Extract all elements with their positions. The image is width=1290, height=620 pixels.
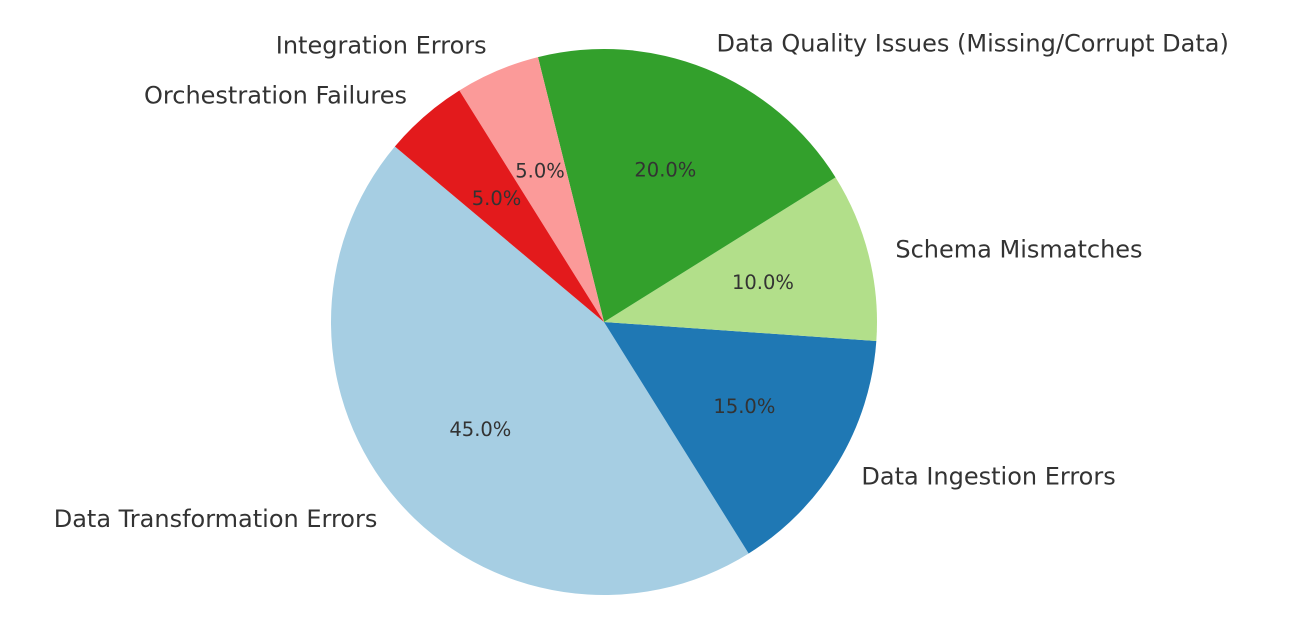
slice-percent-schema-mismatches: 10.0%	[732, 271, 794, 294]
slice-label-data-transformation-errors: Data Transformation Errors	[54, 505, 378, 533]
pie-slice-orchestration-failures	[394, 90, 604, 322]
slice-label-data-quality-issues-missing-corrupt-data: Data Quality Issues (Missing/Corrupt Dat…	[716, 30, 1228, 58]
pie-slice-data-transformation-errors	[330, 146, 749, 596]
pie-slice-data-quality-issues-missing-corrupt-data	[537, 49, 836, 322]
pie-slices	[330, 49, 877, 596]
slice-label-orchestration-failures: Orchestration Failures	[144, 81, 407, 109]
slice-percent-orchestration-failures: 5.0%	[472, 187, 522, 210]
slice-percent-integration-errors: 5.0%	[515, 160, 565, 183]
pie-slice-integration-errors	[459, 57, 604, 323]
pie-slice-schema-mismatches	[604, 177, 877, 342]
slice-label-schema-mismatches: Schema Mismatches	[895, 235, 1142, 263]
slice-percent-data-quality-issues-missing-corrupt-data: 20.0%	[634, 159, 696, 182]
slice-percent-data-transformation-errors: 45.0%	[449, 418, 511, 441]
slice-label-integration-errors: Integration Errors	[276, 32, 487, 60]
slice-label-data-ingestion-errors: Data Ingestion Errors	[861, 463, 1115, 491]
pie-slice-data-ingestion-errors	[604, 322, 877, 554]
slice-percent-data-ingestion-errors: 15.0%	[713, 395, 775, 418]
pie-labels: Data Transformation Errors 45.0% Data Inge…	[54, 30, 1229, 533]
